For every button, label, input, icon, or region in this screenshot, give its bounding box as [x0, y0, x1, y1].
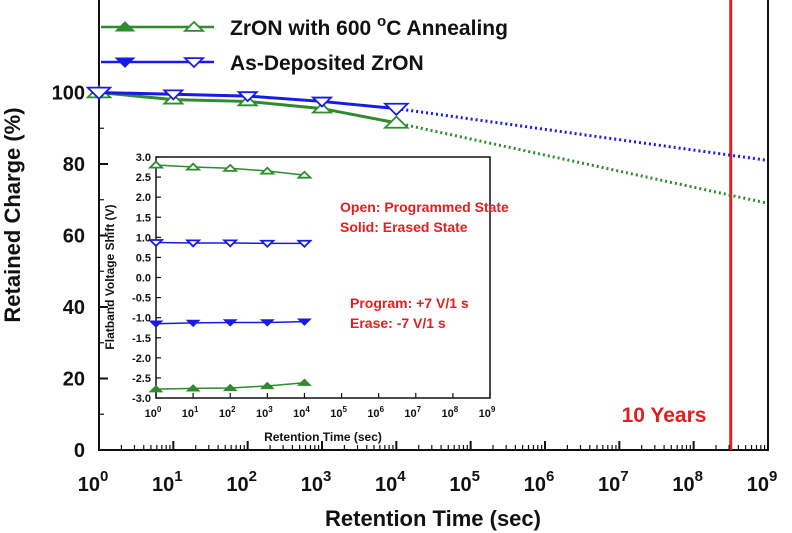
inset-annotation-text: Program: +7 V/1 s	[350, 295, 469, 311]
y-tick-label: 20	[63, 369, 85, 391]
legend-marker-filled	[114, 21, 136, 32]
inset-series-point	[259, 239, 276, 248]
series-point	[310, 102, 334, 114]
y-tick-label: 40	[63, 297, 85, 319]
series-point	[310, 96, 334, 108]
inset-series-point	[185, 384, 201, 392]
inset-y-tick-label: -0.5	[132, 293, 151, 305]
legend-marker-filled	[114, 57, 136, 68]
x-tick-label: 103	[301, 468, 332, 496]
x-tick-label: 107	[598, 468, 629, 496]
inset-series-point	[184, 162, 202, 171]
inset-x-tick-label: 108	[442, 405, 459, 420]
inset-y-tick-label: -1.0	[132, 313, 151, 325]
legend: ZrON with 600 oC Annealing As-Deposited Z…	[101, 13, 508, 75]
x-tick-label: 108	[672, 468, 703, 496]
inset-x-tick-label: 106	[367, 405, 384, 420]
y-axis-title: Retained Charge (%)	[0, 107, 25, 322]
inset-series-point	[147, 160, 165, 169]
x-tick-label: 105	[449, 468, 480, 496]
inset-y-tick-label: -2.5	[132, 373, 151, 385]
y-tick-label: 60	[63, 226, 85, 248]
series-point	[382, 102, 410, 117]
inset-y-axis-title: Flatband Voltage Shift (V)	[103, 204, 117, 349]
inset-series-point	[147, 239, 165, 248]
inset-x-tick-label: 104	[293, 405, 310, 420]
inset-y-tick-label: 0.5	[136, 252, 151, 264]
inset-x-tick-label: 103	[256, 405, 273, 420]
inset-y-tick-label: 2.0	[136, 192, 151, 204]
y-tick-label: 100	[52, 83, 85, 105]
inset-x-axis-title: Retention Time (sec)	[264, 430, 382, 444]
legend-marker-open	[182, 20, 206, 32]
ten-years-label: 10 Years	[622, 404, 707, 427]
inset-series-point	[296, 318, 312, 326]
x-tick-label: 100	[78, 468, 109, 496]
inset-x-tick-label: 109	[479, 405, 496, 420]
inset-y-tick-label: -2.0	[132, 353, 151, 365]
inset-y-tick-label: 1.0	[136, 232, 151, 244]
x-tick-label: 101	[152, 468, 183, 496]
inset-series-point	[184, 239, 202, 248]
main-chart: 10 Years 100 101 102 103 104 105 106 107 108 109 0 2…	[0, 0, 777, 531]
inset-series-point	[148, 384, 164, 393]
inset-annotation-text: Solid: Erased State	[340, 219, 468, 235]
inset-plot-frame	[155, 156, 491, 399]
inset-series-point	[259, 381, 275, 390]
inset-x-tick-label: 105	[330, 405, 347, 420]
legend-label: ZrON with 600 oC Annealing	[230, 13, 508, 40]
inset-series-point	[222, 319, 238, 327]
x-tick-label: 109	[747, 468, 778, 496]
x-tick-label: 102	[226, 468, 257, 496]
inset-y-tick-label: 2.5	[136, 172, 151, 184]
inset-series-point	[296, 378, 312, 386]
series-point	[85, 86, 113, 101]
legend-marker-open	[182, 57, 206, 69]
inset-series-point	[148, 320, 164, 328]
inset-x-tick-label: 107	[404, 405, 421, 420]
legend-label: As-Deposited ZrON	[230, 52, 424, 75]
inset-y-tick-label: 1.5	[136, 212, 151, 224]
inset-series-point	[222, 239, 239, 248]
y-tick-label: 80	[63, 154, 85, 176]
inset-series-point	[185, 319, 201, 328]
inset-x-tick-label: 102	[219, 405, 236, 420]
inset-x-tick-label: 100	[145, 405, 162, 420]
inset-y-tick-label: -3.0	[132, 393, 151, 405]
series-point	[236, 91, 259, 103]
inset-x-tick-label: 101	[182, 405, 199, 420]
inset-y-tick-label: 3.0	[136, 152, 151, 164]
x-tick-label: 104	[375, 468, 406, 496]
inset-series-point	[296, 170, 313, 179]
inset-annotation-text: Erase: -7 V/1 s	[350, 315, 446, 331]
x-axis-title: Retention Time (sec)	[325, 506, 541, 531]
inset-annotation-text: Open: Programmed State	[340, 199, 509, 215]
inset-y-tick-label: -1.5	[132, 333, 151, 345]
inset-series-point	[296, 239, 313, 248]
inset-chart: 100 101 102 103 104 105 106 107 108 109 -3.0 -2.5 -2…	[103, 152, 509, 444]
inset-series-point	[222, 163, 239, 172]
inset-y-tick-label: 0.0	[136, 273, 151, 285]
series-point	[382, 115, 410, 129]
inset-series-point	[259, 166, 276, 175]
series-point	[162, 89, 185, 101]
series-extrapolation-line	[396, 121, 769, 205]
main-plot-frame	[98, 0, 769, 451]
x-tick-label: 106	[524, 468, 555, 496]
y-tick-label: 0	[74, 440, 85, 462]
inset-series-point	[222, 383, 238, 392]
inset-series-point	[259, 319, 275, 327]
